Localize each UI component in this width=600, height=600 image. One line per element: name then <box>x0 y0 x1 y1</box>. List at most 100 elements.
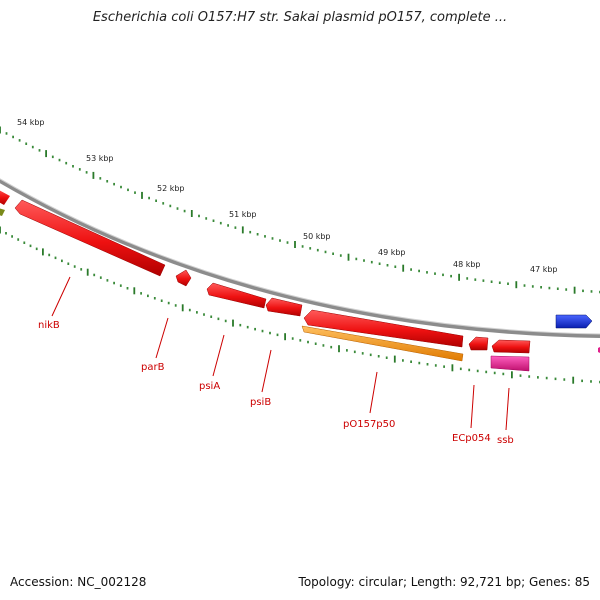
minor-tick <box>324 250 327 254</box>
gene-olive-edge[interactable] <box>0 207 5 216</box>
minor-tick <box>426 363 429 366</box>
minor-tick <box>442 273 444 277</box>
minor-tick <box>12 135 14 139</box>
minor-tick <box>29 244 32 248</box>
minor-tick <box>119 284 122 287</box>
tick-label-54: 54 kbp <box>17 118 45 127</box>
minor-tick <box>434 272 436 275</box>
minor-tick <box>485 370 488 374</box>
minor-tick <box>134 191 136 194</box>
minor-tick <box>224 319 227 323</box>
minor-tick <box>378 262 381 265</box>
minor-tick <box>540 286 542 289</box>
minor-tick <box>127 188 129 192</box>
gene-label-ECp054[interactable]: ECp054 <box>452 433 491 444</box>
minor-tick <box>239 323 242 327</box>
minor-tick <box>563 378 566 381</box>
minor-tick <box>120 185 122 189</box>
minor-tick <box>332 252 334 255</box>
minor-tick <box>38 149 41 152</box>
minor-tick <box>582 289 584 293</box>
gene-arrow-ECp054[interactable] <box>468 336 489 351</box>
major-tick <box>284 333 286 341</box>
minor-tick <box>276 333 279 337</box>
leader-nikB <box>51 276 71 317</box>
minor-tick <box>203 313 205 316</box>
minor-tick <box>314 342 317 345</box>
minor-tick <box>301 245 304 248</box>
major-tick <box>515 281 518 289</box>
minor-tick <box>271 237 274 240</box>
leader-psiA <box>212 334 225 377</box>
gene-label-parB[interactable]: parB <box>141 362 165 373</box>
minor-tick <box>369 353 372 357</box>
tick-label-51: 51 kbp <box>229 210 257 219</box>
minor-tick <box>394 265 397 268</box>
gene-label-ssb[interactable]: ssb <box>497 435 514 446</box>
minor-tick <box>410 360 412 363</box>
minor-tick <box>234 226 237 229</box>
minor-tick <box>58 158 61 162</box>
accession-text: Accession: NC_002128 <box>10 575 147 589</box>
gene-arrow-pO157p50[interactable] <box>303 309 464 348</box>
minor-tick <box>418 269 420 273</box>
minor-tick <box>11 235 13 238</box>
minor-tick <box>212 219 215 222</box>
minor-tick <box>330 345 333 349</box>
gene-leader-lines <box>51 276 510 431</box>
minor-tick <box>25 142 28 145</box>
minor-tick <box>147 294 149 298</box>
minor-tick <box>93 273 96 277</box>
minor-tick <box>279 239 281 242</box>
minor-tick <box>183 209 186 213</box>
minor-tick <box>519 374 522 377</box>
minor-tick <box>73 265 76 268</box>
minor-tick <box>353 350 356 354</box>
gene-label-psiA[interactable]: psiA <box>199 381 220 392</box>
minor-tick <box>377 355 380 358</box>
minor-tick <box>528 375 531 378</box>
minor-tick <box>198 214 200 218</box>
gene-arrow-nikB[interactable] <box>14 199 166 277</box>
minor-tick <box>361 352 364 355</box>
minor-tick <box>261 329 264 333</box>
minor-tick <box>581 379 583 383</box>
gene-label-pO157p50[interactable]: pO157p50 <box>343 419 395 430</box>
minor-tick <box>18 139 21 142</box>
minor-tick <box>370 260 373 264</box>
minor-tick <box>5 232 7 235</box>
gene-arrow-blue[interactable] <box>555 314 593 329</box>
minor-tick <box>35 247 38 251</box>
gene-label-psiB[interactable]: psiB <box>250 397 271 408</box>
gene-arrow-left-edge[interactable] <box>0 188 10 205</box>
gene-arrow-ssb[interactable] <box>491 339 531 354</box>
minor-tick <box>476 369 479 373</box>
minor-tick <box>85 171 88 174</box>
minor-tick <box>339 254 342 257</box>
gene-arrow-psiB[interactable] <box>265 297 303 317</box>
minor-tick <box>155 199 157 202</box>
major-tick <box>86 268 89 276</box>
minor-tick <box>402 359 404 362</box>
outer-tick-ring <box>0 126 600 294</box>
gene-features <box>0 188 600 372</box>
minor-tick <box>493 371 496 375</box>
minor-tick <box>363 259 365 262</box>
minor-tick <box>264 235 266 238</box>
minor-tick <box>426 271 428 274</box>
gene-arrow-parB[interactable] <box>175 269 192 287</box>
gene-bar-orange[interactable] <box>301 325 464 362</box>
gene-label-nikB[interactable]: nikB <box>38 320 60 331</box>
minor-tick <box>153 297 156 300</box>
major-tick <box>141 191 143 199</box>
gene-bar-magenta[interactable] <box>490 355 530 372</box>
major-tick <box>402 264 405 272</box>
gene-arrow-psiA[interactable] <box>206 282 267 309</box>
minor-tick <box>254 327 256 331</box>
minor-tick <box>434 364 437 367</box>
minor-tick <box>249 230 252 234</box>
major-tick <box>338 345 340 353</box>
minor-tick <box>99 276 102 279</box>
minor-tick <box>140 292 142 295</box>
minor-tick <box>80 268 83 271</box>
